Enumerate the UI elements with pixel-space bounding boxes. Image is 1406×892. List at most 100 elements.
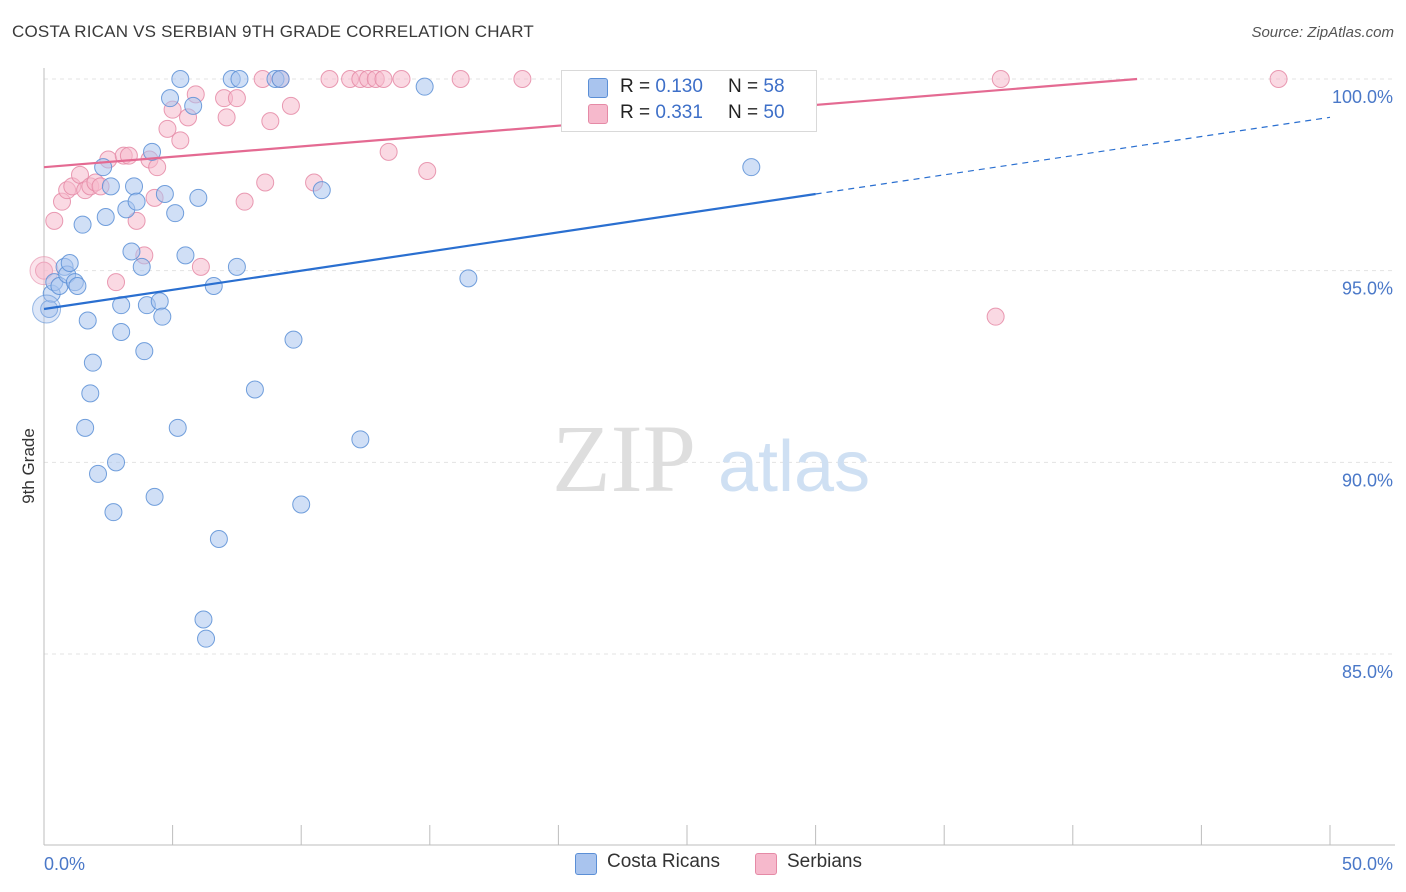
costa-rican-point: [351, 430, 370, 449]
costa-rican-point: [166, 204, 185, 223]
costa-rican-point: [153, 307, 172, 326]
costa-rican-point: [76, 418, 95, 437]
costa-rican-point: [73, 215, 92, 234]
watermark-atlas: atlas: [718, 427, 870, 507]
serbian-point: [281, 96, 300, 115]
costa-rican-point: [143, 142, 162, 161]
costa-rican-point: [194, 610, 213, 629]
correlation-legend: R = 0.130 N = 58 R = 0.331 N = 50: [561, 70, 817, 132]
costa-rican-point: [292, 495, 311, 514]
serbian-point: [991, 70, 1010, 88]
serbian-point: [986, 307, 1005, 326]
costa-rican-point: [96, 208, 115, 226]
costa-rican-point: [127, 192, 146, 211]
costa-rican-point: [184, 96, 203, 115]
costa-rican-point: [122, 242, 141, 261]
costa-rican-point: [107, 453, 126, 472]
chart-title: COSTA RICAN VS SERBIAN 9TH GRADE CORRELA…: [12, 22, 534, 41]
costa-rican-point: [168, 418, 187, 437]
legend-swatch-blue: [588, 78, 608, 98]
legend-n-label: N =: [728, 76, 764, 97]
costa-rican-point: [135, 342, 154, 361]
serbian-point: [320, 70, 339, 88]
serbian-point: [107, 273, 126, 292]
y-axis-label: 9th Grade: [19, 428, 38, 504]
legend-n-value: 58: [763, 76, 785, 97]
y-tick-label: 100.0%: [1332, 87, 1393, 107]
serbian-point: [127, 211, 146, 230]
costa-rican-point: [271, 70, 290, 88]
costa-ricans-trend-extension: [815, 116, 1331, 195]
source-label: Source: ZipAtlas.com: [1251, 24, 1394, 41]
costa-rican-point: [101, 177, 120, 196]
serbian-point: [374, 70, 393, 88]
serbian-point: [392, 70, 411, 88]
costa-rican-point: [459, 269, 478, 288]
serbian-point: [158, 119, 177, 138]
serbian-point: [227, 89, 246, 108]
costa-rican-point: [742, 158, 761, 177]
costa-rican-point: [155, 185, 174, 203]
legend-n-label: N =: [728, 102, 764, 123]
x-tick-label: 50.0%: [1342, 854, 1393, 874]
costa-rican-point: [284, 330, 303, 349]
legend-n-value: 50: [763, 102, 785, 123]
costa-rican-point: [104, 503, 123, 522]
costa-rican-point: [68, 277, 87, 295]
x-tick-label: 0.0%: [44, 854, 85, 874]
serbian-point: [1269, 70, 1288, 88]
costa-rican-point: [83, 353, 102, 372]
costa-rican-point: [125, 177, 144, 196]
costa-rican-point: [112, 323, 131, 341]
legend-r-label: R =: [620, 102, 656, 123]
y-tick-label: 90.0%: [1342, 470, 1393, 490]
serbian-point: [451, 70, 470, 88]
costa-rican-point: [161, 89, 180, 108]
costa-rican-point: [89, 464, 108, 483]
serbian-point: [35, 261, 53, 280]
serbian-point: [148, 158, 167, 177]
bottom-legend-serbians[interactable]: Serbians: [755, 851, 885, 877]
serbian-point: [513, 70, 532, 88]
costa-rican-point: [245, 380, 264, 399]
costa-rican-point: [415, 77, 434, 96]
costa-rican-point: [204, 277, 223, 295]
costa-rican-point: [189, 188, 208, 207]
serbian-point: [379, 142, 398, 161]
costa-rican-point: [227, 257, 246, 276]
y-tick-label: 85.0%: [1342, 662, 1393, 682]
serbian-point: [235, 192, 254, 211]
costa-rican-point: [78, 311, 97, 330]
costa-rican-point: [132, 257, 151, 276]
legend-r-value: 0.331: [655, 102, 703, 123]
serbian-point: [191, 257, 210, 276]
costa-rican-point: [197, 629, 216, 648]
costa-rican-point: [145, 487, 164, 506]
legend-label-costa-ricans: Costa Ricans: [607, 851, 720, 872]
legend-swatch-blue: [575, 853, 597, 875]
costa-rican-point: [209, 530, 228, 548]
costa-rican-point: [60, 254, 79, 272]
serbians-points: [29, 70, 1288, 326]
legend-r-value: 0.130: [655, 76, 703, 97]
serbian-point: [45, 211, 64, 230]
costa-rican-point: [81, 384, 100, 403]
serbian-point: [261, 112, 280, 131]
costa-rican-point: [230, 70, 249, 88]
legend-label-serbians: Serbians: [787, 851, 862, 872]
costa-ricans-trend-line: [43, 192, 816, 311]
serbian-point: [217, 108, 236, 127]
watermark: ZIP atlas: [552, 405, 870, 512]
legend-swatch-pink: [755, 853, 777, 875]
costa-rican-point: [312, 181, 331, 200]
tick-labels: 100.0% 95.0% 90.0% 85.0% 0.0% 50.0%: [44, 87, 1393, 874]
bottom-legend-costa-ricans[interactable]: Costa Ricans: [575, 851, 745, 877]
legend-r-label: R =: [620, 76, 656, 97]
costa-rican-point: [150, 292, 169, 311]
gridlines: [44, 78, 1395, 655]
y-tick-label: 95.0%: [1342, 279, 1393, 299]
serbian-point: [418, 162, 437, 180]
serbian-point: [171, 131, 190, 150]
serbian-point: [256, 173, 275, 192]
